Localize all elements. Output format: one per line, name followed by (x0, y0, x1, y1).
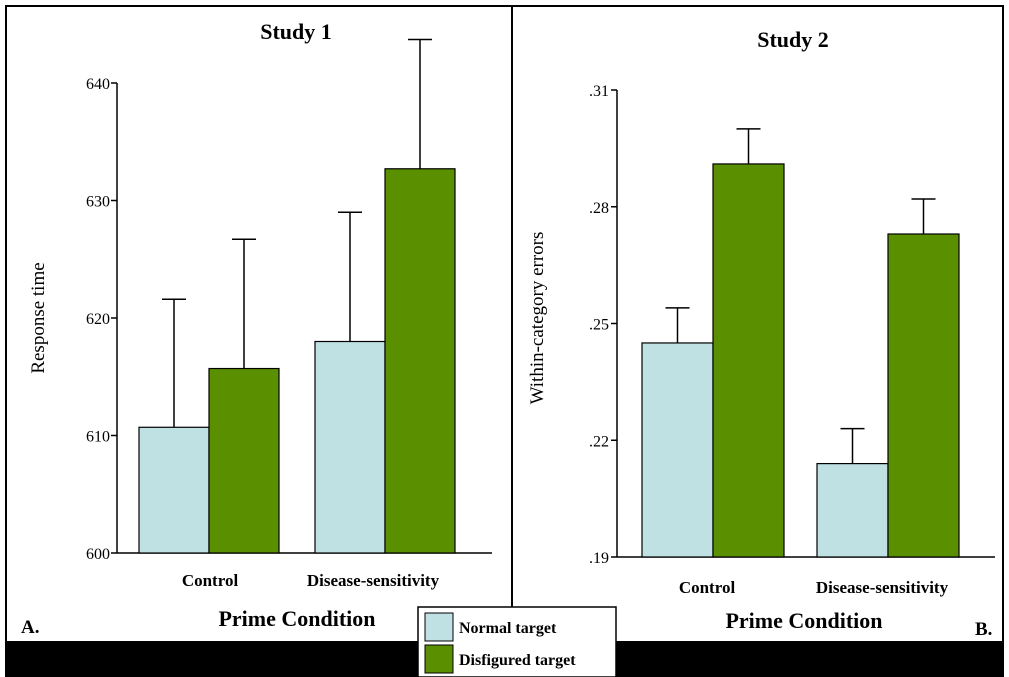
study1-bar (138, 426, 210, 554)
study1-bar (314, 340, 386, 554)
legend-label-disfigured: Disfigured target (459, 652, 576, 669)
study2-ylabel: Within-category errors (527, 232, 548, 405)
study1-plot: 600 610 620 630 640 Control Disease-sensitivit… (86, 38, 492, 590)
study1-y-tick-label: 630 (86, 194, 110, 211)
study1-category-label: Disease-sensitivity (307, 571, 440, 590)
study2-y-tick-label: .22 (589, 433, 609, 450)
study2-y-tick-label: .28 (589, 200, 609, 217)
study1-bar (384, 168, 456, 554)
study2-category-label: Control (679, 578, 736, 597)
panel-b-label: B. (975, 619, 992, 640)
study1-y-tick-label: 620 (86, 311, 110, 328)
study1-y-tick-label: 640 (86, 76, 110, 93)
study1-category-label: Control (182, 571, 239, 590)
study1-title: Study 1 (260, 19, 332, 44)
study1-y-tick-label: 610 (86, 429, 110, 446)
study2-bar (816, 463, 889, 558)
study2-title: Study 2 (757, 27, 829, 52)
legend-swatch-normal (424, 612, 454, 642)
study2-bar (712, 163, 785, 558)
legend-swatch-disfigured (424, 644, 454, 674)
study1-xlabel: Prime Condition (218, 606, 375, 631)
study2-plot: .19 .22 .25 .28 .31 Control Disease-sensitivit… (589, 83, 995, 597)
study2-y-tick-label: .31 (589, 83, 609, 100)
study2-y-tick-label: .19 (589, 550, 609, 567)
study2-category-label: Disease-sensitivity (816, 578, 949, 597)
figure-frame (5, 5, 1004, 677)
study2-y-tick-label: .25 (589, 317, 609, 334)
study1-bar (208, 367, 280, 554)
study2-bar (641, 342, 714, 558)
panel-a-label: A. (21, 617, 39, 638)
study1-ylabel: Response time (28, 262, 49, 373)
study1-y-tick-label: 600 (86, 546, 110, 563)
study2-bar (887, 233, 960, 558)
legend: Normal target Disfigured target (417, 606, 617, 677)
study2-xlabel: Prime Condition (725, 608, 882, 633)
legend-label-normal: Normal target (459, 620, 557, 637)
